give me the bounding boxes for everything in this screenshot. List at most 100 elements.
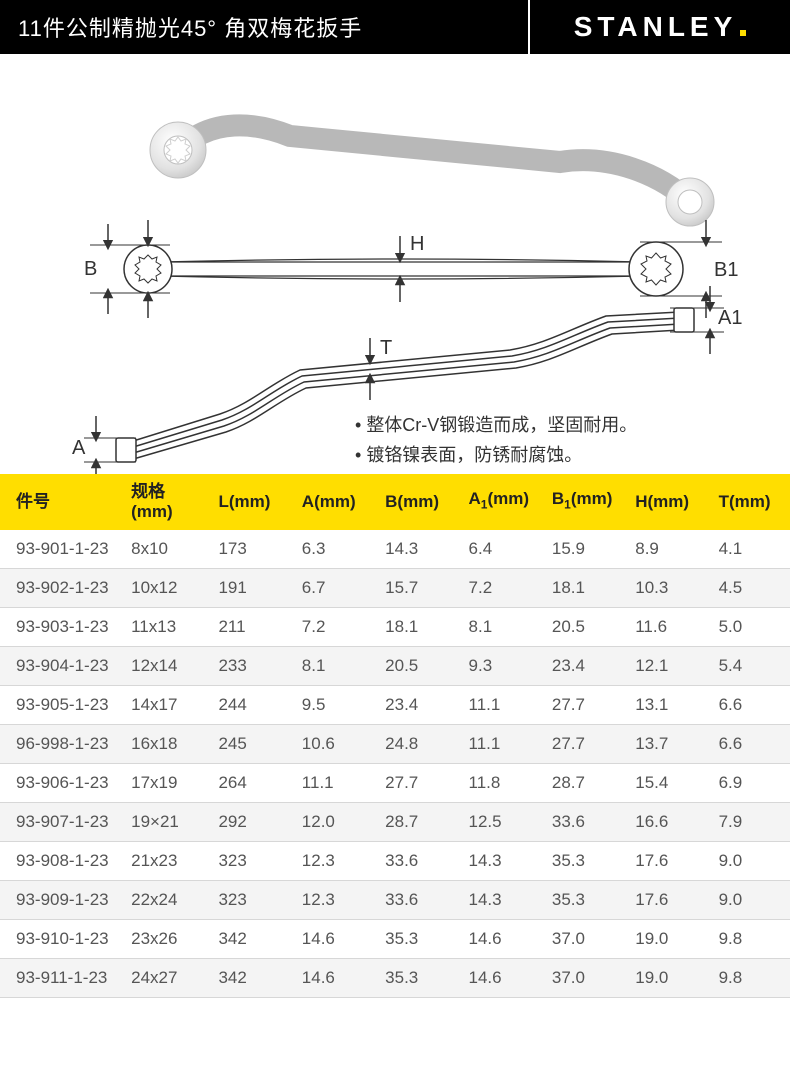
table-cell: 12.0 — [290, 803, 373, 842]
table-cell: 23x26 — [119, 920, 206, 959]
table-cell: 9.5 — [290, 686, 373, 725]
table-cell: 93-902-1-23 — [0, 569, 119, 608]
table-cell: 93-907-1-23 — [0, 803, 119, 842]
spec-col-B: B(mm) — [373, 474, 456, 530]
table-cell: 93-908-1-23 — [0, 842, 119, 881]
table-cell: 24x27 — [119, 959, 206, 998]
table-row: 93-911-1-2324x2734214.635.314.637.019.09… — [0, 959, 790, 998]
label-A1: A1 — [718, 307, 742, 329]
table-cell: 9.8 — [707, 959, 790, 998]
table-cell: 9.3 — [457, 647, 540, 686]
spec-col-A1: A1(mm) — [457, 474, 540, 530]
brand-text: STANLEY — [574, 11, 738, 43]
table-cell: 211 — [206, 608, 289, 647]
table-row: 93-902-1-2310x121916.715.77.218.110.34.5 — [0, 569, 790, 608]
table-cell: 37.0 — [540, 920, 623, 959]
table-cell: 27.7 — [373, 764, 456, 803]
table-row: 93-905-1-2314x172449.523.411.127.713.16.… — [0, 686, 790, 725]
table-cell: 93-905-1-23 — [0, 686, 119, 725]
table-cell: 323 — [206, 881, 289, 920]
table-row: 93-904-1-2312x142338.120.59.323.412.15.4 — [0, 647, 790, 686]
table-cell: 93-904-1-23 — [0, 647, 119, 686]
table-cell: 13.7 — [623, 725, 706, 764]
table-cell: 11.6 — [623, 608, 706, 647]
table-cell: 21x23 — [119, 842, 206, 881]
spec-table-body: 93-901-1-238x101736.314.36.415.98.94.193… — [0, 530, 790, 998]
table-cell: 233 — [206, 647, 289, 686]
table-cell: 4.1 — [707, 530, 790, 569]
bullet-item: 镀铬镍表面，防锈耐腐蚀。 — [355, 440, 637, 470]
table-cell: 28.7 — [373, 803, 456, 842]
table-row: 93-909-1-2322x2432312.333.614.335.317.69… — [0, 881, 790, 920]
brand-area: STANLEY — [528, 0, 790, 54]
table-row: 96-998-1-2316x1824510.624.811.127.713.76… — [0, 725, 790, 764]
table-cell: 7.9 — [707, 803, 790, 842]
table-cell: 9.0 — [707, 881, 790, 920]
table-cell: 19.0 — [623, 959, 706, 998]
table-cell: 14.3 — [373, 530, 456, 569]
table-cell: 14.6 — [457, 959, 540, 998]
table-cell: 14.6 — [457, 920, 540, 959]
stanley-logo: STANLEY — [574, 11, 747, 43]
table-cell: 18.1 — [373, 608, 456, 647]
table-cell: 15.9 — [540, 530, 623, 569]
table-cell: 27.7 — [540, 725, 623, 764]
table-cell: 20.5 — [540, 608, 623, 647]
table-cell: 27.7 — [540, 686, 623, 725]
table-cell: 11.1 — [457, 686, 540, 725]
spec-col-part: 件号 — [0, 474, 119, 530]
table-cell: 264 — [206, 764, 289, 803]
table-cell: 16x18 — [119, 725, 206, 764]
label-H: H — [410, 233, 424, 255]
table-cell: 14.6 — [290, 959, 373, 998]
table-cell: 245 — [206, 725, 289, 764]
table-cell: 20.5 — [373, 647, 456, 686]
table-cell: 93-901-1-23 — [0, 530, 119, 569]
table-cell: 19×21 — [119, 803, 206, 842]
table-cell: 7.2 — [457, 569, 540, 608]
table-cell: 6.9 — [707, 764, 790, 803]
table-row: 93-908-1-2321x2332312.333.614.335.317.69… — [0, 842, 790, 881]
table-cell: 22x24 — [119, 881, 206, 920]
feature-bullets: 整体Cr-V钢锻造而成，坚固耐用。 镀铬镍表面，防锈耐腐蚀。 — [355, 410, 637, 470]
table-cell: 6.7 — [290, 569, 373, 608]
spec-col-B1: B1(mm) — [540, 474, 623, 530]
spec-col-H: H(mm) — [623, 474, 706, 530]
table-cell: 342 — [206, 920, 289, 959]
table-cell: 15.4 — [623, 764, 706, 803]
table-cell: 13.1 — [623, 686, 706, 725]
table-cell: 5.0 — [707, 608, 790, 647]
wrench-photo — [150, 122, 714, 226]
table-cell: 12.5 — [457, 803, 540, 842]
wrench-topview-drawing: B B1 H — [84, 220, 738, 318]
table-cell: 191 — [206, 569, 289, 608]
table-cell: 18.1 — [540, 569, 623, 608]
diagram-area: B B1 H — [0, 54, 790, 474]
table-row: 93-907-1-2319×2129212.028.712.533.616.67… — [0, 803, 790, 842]
table-cell: 11.1 — [290, 764, 373, 803]
table-cell: 6.6 — [707, 725, 790, 764]
table-cell: 12.3 — [290, 881, 373, 920]
table-cell: 28.7 — [540, 764, 623, 803]
table-cell: 23.4 — [373, 686, 456, 725]
table-cell: 8x10 — [119, 530, 206, 569]
table-cell: 14x17 — [119, 686, 206, 725]
table-cell: 33.6 — [540, 803, 623, 842]
table-cell: 10.3 — [623, 569, 706, 608]
brand-dot-icon — [740, 30, 746, 36]
table-cell: 4.5 — [707, 569, 790, 608]
table-cell: 33.6 — [373, 881, 456, 920]
spec-table-head: 件号规格(mm)L(mm)A(mm)B(mm)A1(mm)B1(mm)H(mm)… — [0, 474, 790, 530]
spec-table: 件号规格(mm)L(mm)A(mm)B(mm)A1(mm)B1(mm)H(mm)… — [0, 474, 790, 998]
table-cell: 35.3 — [373, 920, 456, 959]
table-cell: 11.8 — [457, 764, 540, 803]
table-cell: 93-903-1-23 — [0, 608, 119, 647]
page-title: 11件公制精抛光45° 角双梅花扳手 — [0, 0, 528, 54]
table-cell: 9.8 — [707, 920, 790, 959]
table-row: 93-906-1-2317x1926411.127.711.828.715.46… — [0, 764, 790, 803]
table-cell: 17.6 — [623, 881, 706, 920]
table-cell: 14.3 — [457, 881, 540, 920]
table-cell: 11.1 — [457, 725, 540, 764]
table-cell: 12.3 — [290, 842, 373, 881]
table-cell: 6.4 — [457, 530, 540, 569]
